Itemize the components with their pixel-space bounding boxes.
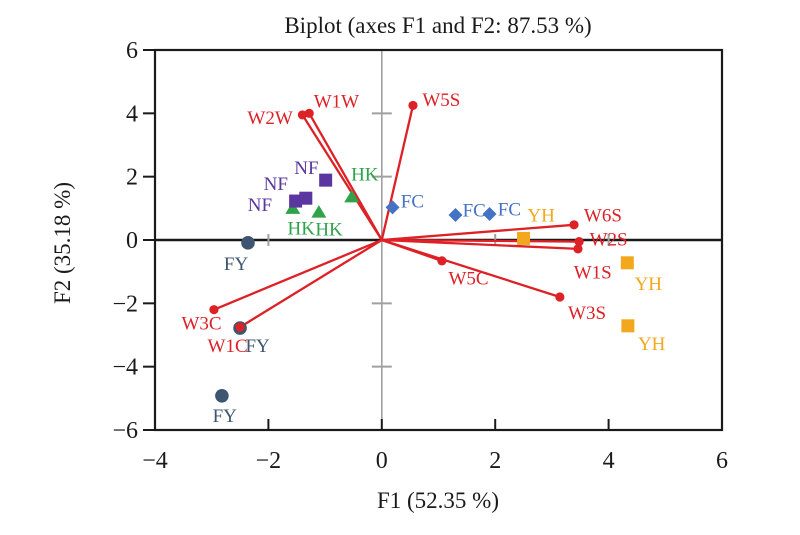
vector-W2S-label: W2S	[590, 229, 628, 250]
label-HK-1: HK	[351, 165, 379, 186]
vector-W5C-label: W5C	[448, 268, 488, 289]
y-axis-title: F2 (35.18 %)	[50, 182, 75, 304]
label-FY-3: FY	[213, 406, 238, 427]
x-tick-label: 4	[603, 448, 615, 474]
vector-W3C-line	[213, 238, 383, 311]
point-FY-3	[215, 389, 229, 403]
vector-W3C-endpoint	[209, 305, 219, 315]
point-FC-1	[385, 200, 400, 215]
label-HK-3: HK	[288, 218, 316, 239]
point-HK-3	[285, 201, 301, 214]
vector-W6S-line	[381, 223, 575, 242]
label-FC-3: FC	[498, 199, 521, 220]
point-NF-1	[319, 173, 333, 187]
label-YH-2: YH	[635, 274, 663, 295]
y-tick-label: 0	[126, 228, 138, 254]
vector-W5C-endpoint	[437, 256, 447, 266]
point-NF-2	[289, 194, 303, 208]
label-HK-2: HK	[315, 219, 343, 240]
vector-W5S-line	[380, 105, 415, 241]
label-NF-3: NF	[248, 195, 272, 216]
vector-W1C-endpoint	[235, 322, 245, 332]
points-layer	[215, 173, 635, 403]
vector-W5S-endpoint	[408, 100, 418, 111]
label-FC-1: FC	[401, 191, 424, 212]
labels-layer: W1WW2WW5SW6SW2SW1SW3SW5CW3CW1CHKHKHKNFNF…	[181, 90, 665, 427]
y-tick-label: −4	[112, 355, 138, 381]
vector-W1S-label: W1S	[574, 263, 612, 284]
point-YH-3	[621, 319, 635, 333]
label-YH-3: YH	[638, 334, 666, 355]
vector-W5S-label: W5S	[422, 90, 460, 111]
vector-W2S-endpoint	[574, 236, 584, 247]
x-tick-label: 2	[489, 448, 501, 474]
vector-W2W-line	[301, 114, 383, 241]
x-tick-label: −4	[142, 448, 168, 474]
vector-W1C-line	[239, 239, 383, 329]
vector-W1C-label: W1C	[208, 336, 248, 357]
point-HK-2	[311, 205, 327, 218]
point-YH-1	[517, 231, 531, 245]
vector-W1S-endpoint	[573, 244, 583, 254]
label-FC-2: FC	[463, 200, 486, 221]
label-YH-1: YH	[527, 206, 555, 227]
x-axis-title: F1 (52.35 %)	[377, 488, 499, 513]
vector-W6S-endpoint	[569, 220, 579, 230]
vector-W2W-label: W2W	[247, 108, 292, 129]
y-tick-label: 6	[126, 38, 138, 64]
x-tick-label: 6	[716, 448, 728, 474]
vector-W2S-line	[381, 238, 580, 243]
label-FY-2: FY	[245, 336, 270, 357]
vector-W3S-endpoint	[555, 292, 565, 302]
label-NF-2: NF	[264, 174, 288, 195]
vector-W6S-label: W6S	[584, 206, 622, 227]
point-FC-3	[482, 207, 497, 222]
point-HK-1	[344, 189, 360, 203]
y-tick-label: 2	[126, 165, 138, 191]
x-tick-label: 0	[376, 448, 388, 474]
y-tick-label: −2	[112, 291, 138, 317]
vector-W3C-label: W3C	[181, 313, 221, 334]
x-tick-label: −2	[256, 448, 282, 474]
label-NF-1: NF	[294, 158, 318, 179]
vector-W3S-label: W3S	[568, 303, 606, 324]
vector-W2W-endpoint	[297, 110, 308, 120]
point-NF-3	[299, 191, 313, 205]
vector-W5C-line	[381, 238, 443, 262]
chart-title: Biplot (axes F1 and F2: 87.53 %)	[284, 13, 591, 38]
point-FC-2	[448, 207, 463, 222]
vectors-layer	[213, 105, 580, 329]
point-FY-1	[241, 236, 255, 250]
label-FY-1: FY	[224, 254, 249, 275]
y-tick-label: 4	[126, 101, 138, 127]
vector-W1W-label: W1W	[314, 92, 359, 113]
y-tick-label: −6	[112, 418, 138, 444]
point-YH-2	[620, 256, 634, 270]
vector-W1S-line	[381, 238, 579, 251]
